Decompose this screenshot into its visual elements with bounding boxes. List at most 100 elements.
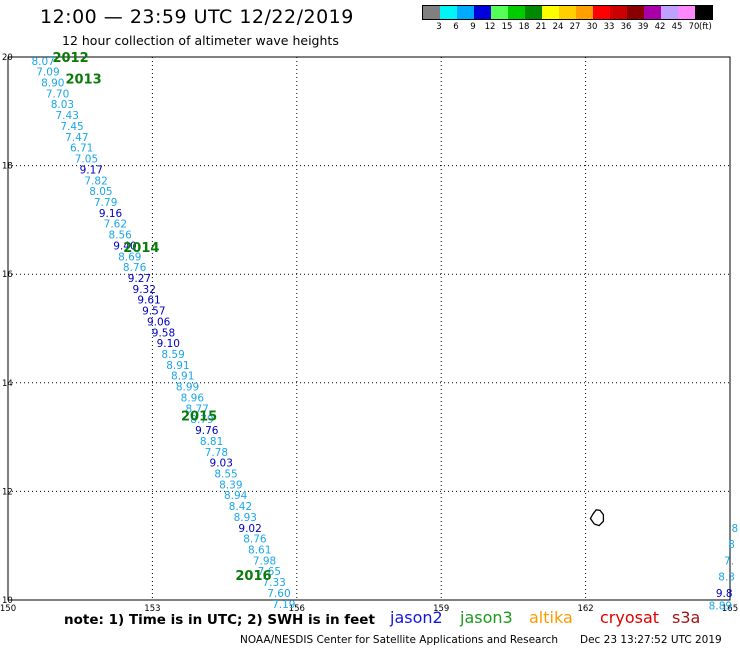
legend-tick-label: 3: [436, 22, 442, 32]
wave-height-point: 8.76: [123, 262, 147, 274]
legend-tick-label: 21: [535, 22, 547, 32]
legend-tick-label: 18: [518, 22, 530, 32]
legend-tick-label: 12: [484, 22, 496, 32]
legend-tick-label: 39: [637, 22, 649, 32]
wave-height-point: 9.8: [716, 588, 733, 600]
legend-swatch: [491, 6, 508, 19]
time-label: 2012: [52, 51, 88, 66]
wave-height-point: 9.61: [137, 295, 160, 307]
wave-height-point: 8.99: [176, 382, 199, 394]
island-outline: [589, 509, 605, 527]
legend-swatch: [542, 6, 559, 19]
wave-height-point: 8.90: [41, 78, 64, 90]
legend-swatch: [474, 6, 491, 19]
wave-height-point: 8.91: [166, 360, 189, 372]
y-tick-label: 20: [2, 53, 13, 63]
x-tick-label: 156: [289, 604, 305, 614]
plot-frame: [7, 56, 731, 601]
wave-height-point: 9.10: [157, 338, 180, 350]
x-tick-label: 162: [577, 604, 593, 614]
legend-swatch: [576, 6, 593, 19]
x-tick-label: 153: [144, 604, 160, 614]
y-tick-label: 16: [2, 270, 13, 280]
time-label: 2014: [123, 241, 159, 256]
legend-tick-label: 70: [688, 22, 700, 32]
wave-height-point: 8.81: [200, 436, 223, 448]
legend-swatch: [610, 6, 627, 19]
wave-height-point: 8.42: [229, 501, 252, 513]
wave-height-point: 8.96: [181, 392, 205, 404]
wave-height-point: 8.77: [185, 403, 208, 415]
credit-line: NOAA/NESDIS Center for Satellite Applica…: [240, 634, 558, 646]
legend-tick-label: 9: [470, 22, 476, 32]
x-tick-label: 165: [722, 604, 738, 614]
wave-height-point: 7.70: [46, 88, 69, 100]
satellite-label-cryosat: cryosat: [600, 608, 660, 627]
y-tick-label: 18: [2, 162, 13, 172]
satellite-label-jason3: jason3: [460, 608, 513, 627]
chart-subtitle: 12 hour collection of altimeter wave hei…: [62, 33, 339, 48]
wave-height-point: 9.02: [238, 523, 261, 535]
legend-tick-label: 6: [453, 22, 459, 32]
wave-height-point: 8.3: [718, 572, 735, 584]
legend-swatch: [627, 6, 644, 19]
wave-height-point: 8.59: [161, 349, 184, 361]
wave-height-point: 8.69: [118, 251, 141, 263]
legend-tick-label: 24: [552, 22, 564, 32]
legend-tick-label: 33: [603, 22, 615, 32]
wave-height-point: 8.91: [171, 371, 194, 383]
wave-height-point: 9.16: [99, 208, 123, 220]
wave-height-point: 7.43: [56, 110, 79, 122]
legend-tick-label: 45: [671, 22, 683, 32]
wave-height-point: 7.65: [258, 566, 281, 578]
legend-swatch: [525, 6, 542, 19]
wave-height-point: 7.62: [104, 219, 127, 231]
wave-height-point: 7.79: [94, 197, 117, 209]
legend-swatch: [423, 6, 440, 19]
generated-timestamp: Dec 23 13:27:52 UTC 2019: [580, 634, 722, 646]
wave-height-point: 7.78: [205, 447, 228, 459]
wave-height-point: 9.76: [195, 425, 219, 437]
wave-height-point: 8.39: [219, 479, 242, 491]
wave-height-point: 8.55: [214, 468, 237, 480]
wave-height-point: 6.71: [70, 143, 93, 155]
legend-swatch: [559, 6, 576, 19]
x-tick-label: 159: [433, 604, 449, 614]
wave-height-point: 9.17: [80, 164, 103, 176]
wave-height-point: 7.47: [65, 132, 88, 144]
legend-swatch: [661, 6, 678, 19]
wave-height-point: 9.06: [147, 316, 171, 328]
wave-height-point: 8.07: [31, 56, 54, 68]
satellite-label-jason2: jason2: [390, 608, 443, 627]
time-label: 2015: [181, 409, 217, 424]
wave-height-point: 9.40: [113, 240, 136, 252]
satellite-label-altika: altika: [529, 608, 573, 627]
legend-swatches: [422, 5, 713, 20]
time-label: 2016: [235, 569, 271, 584]
wave-height-point: 7.82: [84, 175, 107, 187]
legend-tick-label: 30: [586, 22, 598, 32]
units-note: note: 1) Time is in UTC; 2) SWH is in fe…: [64, 612, 375, 628]
wave-height-point: 9.58: [152, 327, 175, 339]
wave-height-point: 7.09: [36, 67, 59, 79]
wave-height-point: 8.76: [243, 534, 267, 546]
wave-height-point: 7.98: [253, 555, 276, 567]
satellite-label-s3a: s3a: [672, 608, 701, 627]
color-legend: 3 6 9 12 15 18 21 24 27 30 33 36 39 42 45 70 (ft): [422, 5, 713, 32]
legend-swatch: [695, 6, 712, 19]
legend-tick-label: 27: [569, 22, 581, 32]
wave-height-point: 7.19: [272, 599, 295, 611]
wave-height-point: 7.05: [75, 154, 98, 166]
wave-height-point: 8: [731, 523, 738, 535]
legend-tick-label: 15: [501, 22, 513, 32]
wave-height-point: 8: [728, 539, 735, 551]
wave-height-point: 7.33: [262, 577, 285, 589]
x-tick-label: 150: [0, 604, 16, 614]
legend-tick-labels: 3 6 9 12 15 18 21 24 27 30 33 36 39 42 45 70 (ft): [422, 20, 713, 32]
legend-tick-label: 36: [620, 22, 632, 32]
wave-height-point: 7.45: [60, 121, 83, 133]
time-label: 2013: [65, 73, 101, 88]
wave-height-point: 9.57: [142, 306, 165, 318]
legend-swatch: [644, 6, 661, 19]
